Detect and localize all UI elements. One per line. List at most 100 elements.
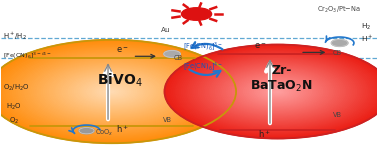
Circle shape: [12, 50, 211, 133]
Circle shape: [48, 65, 176, 118]
Circle shape: [164, 45, 378, 139]
Circle shape: [0, 40, 236, 143]
Text: VB: VB: [333, 112, 342, 118]
Text: H$_2$O: H$_2$O: [6, 102, 22, 112]
Circle shape: [66, 73, 157, 110]
Circle shape: [219, 67, 336, 116]
Circle shape: [52, 67, 172, 116]
Circle shape: [257, 83, 298, 100]
Circle shape: [272, 89, 283, 94]
Circle shape: [10, 49, 213, 134]
Text: [Fe(CN)$_6$]$^{3-}$: [Fe(CN)$_6$]$^{3-}$: [183, 40, 223, 52]
Circle shape: [234, 73, 321, 109]
Circle shape: [0, 42, 232, 141]
Circle shape: [60, 70, 164, 113]
Text: CoO$_x$: CoO$_x$: [95, 128, 114, 138]
Circle shape: [4, 47, 220, 136]
Circle shape: [232, 73, 323, 110]
Circle shape: [43, 63, 180, 120]
Circle shape: [87, 81, 137, 102]
Circle shape: [166, 45, 378, 138]
Circle shape: [223, 69, 332, 114]
Circle shape: [208, 63, 347, 121]
Circle shape: [221, 68, 334, 115]
Circle shape: [23, 55, 201, 129]
Circle shape: [170, 47, 378, 136]
Circle shape: [0, 41, 234, 142]
Circle shape: [240, 76, 315, 107]
Text: CB: CB: [333, 50, 342, 56]
Circle shape: [25, 55, 199, 128]
Circle shape: [2, 46, 222, 137]
Circle shape: [181, 52, 373, 131]
Text: e$^-$: e$^-$: [254, 41, 267, 51]
Circle shape: [172, 48, 378, 135]
Circle shape: [91, 83, 133, 100]
Text: Zr-
BaTaO$_2$N: Zr- BaTaO$_2$N: [250, 64, 313, 94]
Circle shape: [89, 82, 135, 101]
Circle shape: [70, 74, 153, 109]
Circle shape: [58, 69, 166, 114]
Circle shape: [41, 62, 182, 121]
Circle shape: [79, 128, 94, 134]
Circle shape: [35, 60, 189, 123]
Circle shape: [200, 59, 355, 124]
Circle shape: [191, 55, 364, 128]
Circle shape: [64, 72, 160, 111]
Circle shape: [229, 71, 327, 112]
Circle shape: [68, 73, 155, 110]
Circle shape: [193, 56, 362, 127]
Circle shape: [212, 64, 343, 119]
Circle shape: [108, 90, 116, 93]
Text: Au: Au: [161, 27, 170, 33]
Text: BiVO$_4$: BiVO$_4$: [96, 72, 142, 89]
Circle shape: [198, 59, 356, 124]
Text: [Fe(CN)$_6$]$^{3-/4-}$: [Fe(CN)$_6$]$^{3-/4-}$: [3, 50, 51, 61]
Text: Cr$_2$O$_3$/Pt$-$Na: Cr$_2$O$_3$/Pt$-$Na: [317, 5, 361, 15]
Circle shape: [178, 50, 377, 133]
Circle shape: [236, 74, 319, 109]
Circle shape: [266, 87, 289, 96]
Text: H$^+$/H$_2$: H$^+$/H$_2$: [3, 30, 26, 42]
Circle shape: [183, 52, 372, 131]
Circle shape: [164, 51, 180, 57]
Circle shape: [270, 88, 285, 95]
Circle shape: [31, 58, 192, 125]
Circle shape: [99, 86, 124, 97]
Circle shape: [243, 77, 311, 106]
Circle shape: [202, 60, 353, 123]
Circle shape: [8, 49, 215, 135]
Text: H$_2$: H$_2$: [361, 21, 371, 32]
Circle shape: [210, 63, 345, 120]
Circle shape: [264, 86, 291, 97]
Text: O$_2$/H$_2$O: O$_2$/H$_2$O: [3, 82, 29, 93]
Circle shape: [245, 78, 310, 105]
Circle shape: [197, 58, 358, 125]
Circle shape: [217, 67, 338, 117]
Circle shape: [95, 85, 129, 98]
Circle shape: [249, 80, 306, 103]
Circle shape: [176, 49, 378, 134]
Circle shape: [255, 82, 300, 101]
Circle shape: [276, 91, 279, 92]
Circle shape: [45, 64, 178, 119]
Text: h$^+$: h$^+$: [116, 123, 129, 135]
Circle shape: [332, 40, 348, 46]
Circle shape: [227, 70, 328, 113]
Circle shape: [268, 88, 287, 95]
Circle shape: [174, 49, 378, 135]
Circle shape: [27, 56, 197, 127]
Circle shape: [14, 51, 209, 132]
Circle shape: [73, 75, 151, 108]
Circle shape: [214, 65, 342, 118]
Circle shape: [195, 57, 360, 126]
Text: O$_2$: O$_2$: [9, 115, 19, 126]
Circle shape: [0, 44, 226, 139]
Circle shape: [260, 85, 294, 99]
Circle shape: [0, 43, 230, 141]
Circle shape: [93, 84, 130, 99]
Circle shape: [50, 66, 174, 117]
Circle shape: [187, 54, 368, 129]
Circle shape: [168, 46, 378, 137]
Circle shape: [259, 84, 296, 99]
